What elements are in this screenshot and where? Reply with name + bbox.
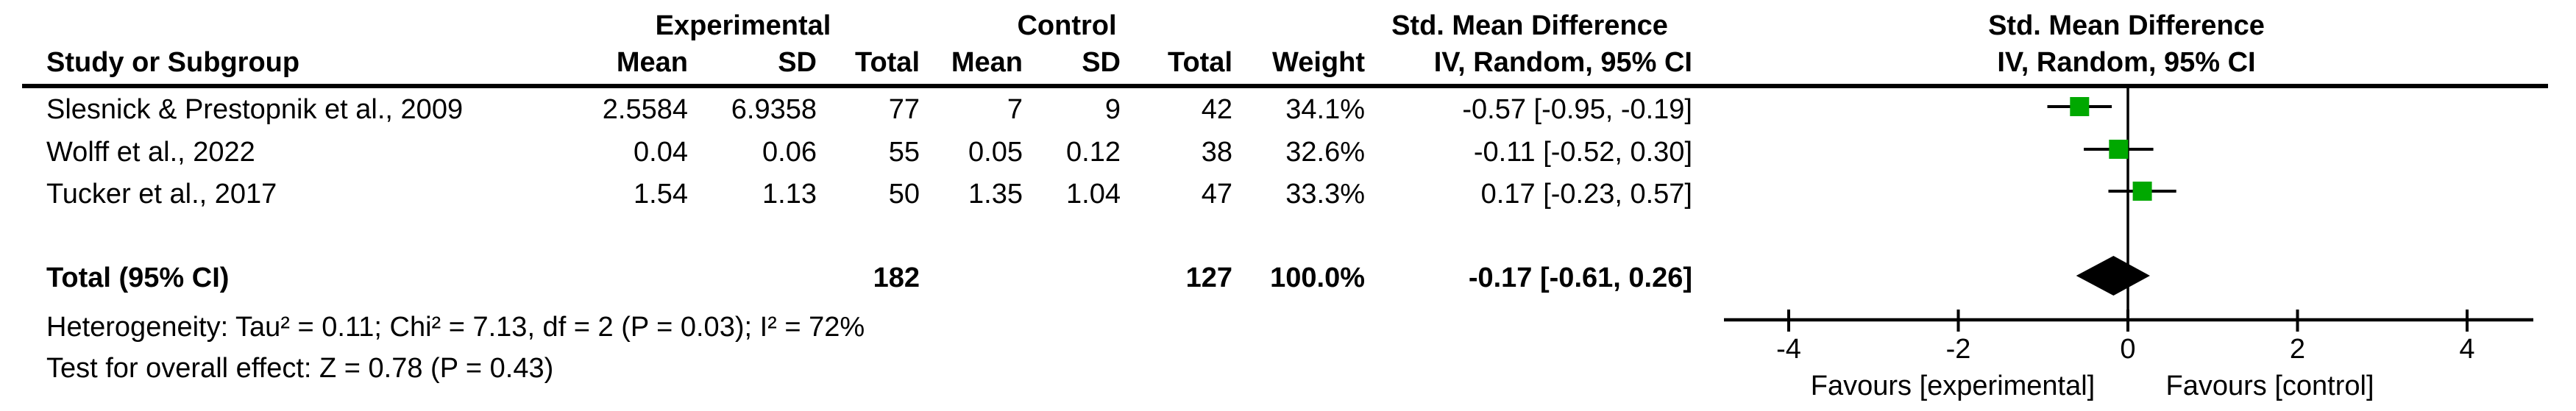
cell-ci: -0.11 [-0.52, 0.30] [1473,137,1692,168]
study-name: Tucker et al., 2017 [46,179,277,210]
cell-sd_c: 9 [1104,94,1121,125]
total-experimental-n: 182 [873,262,920,293]
study-marker-square [2070,97,2090,116]
cell-mean_c: 7 [1007,94,1023,125]
col-header-ci-plot: IV, Random, 95% CI [1997,47,2256,78]
study-name: Slesnick & Prestopnik et al., 2009 [46,94,464,125]
study-marker-square [2132,182,2152,201]
axis-tick-label: 4 [2459,334,2475,365]
total-control-n: 127 [1185,262,1232,293]
col-header-weight: Weight [1272,47,1365,78]
cell-sd_c: 1.04 [1066,179,1121,210]
col-header-mean-experimental: Mean [616,47,688,78]
favours-control-label: Favours [control] [2165,371,2374,401]
axis-tick-label: 2 [2289,334,2306,365]
col-header-mean-control: Mean [951,47,1023,78]
cell-total_c: 42 [1201,94,1232,125]
table-row: Wolff et al., 2022 0.04 0.06 55 0.05 0.12 38 32… [0,136,1700,168]
cell-sd_c: 0.12 [1066,137,1121,168]
total-label: Total (95% CI) [46,262,230,293]
cell-total_c: 38 [1201,137,1232,168]
cell-mean_e: 1.54 [634,179,688,210]
total-row: Total (95% CI) 182 127 100.0% -0.17 [-0.… [0,262,1700,294]
heterogeneity-stats: Heterogeneity: Tau² = 0.11; Chi² = 7.13,… [46,312,865,343]
total-weight: 100.0% [1270,262,1365,293]
study-marker-square [2109,140,2129,159]
favours-experimental-label: Favours [experimental] [1810,371,2096,401]
col-header-total-experimental: Total [855,47,920,78]
cell-total_e: 50 [888,179,920,210]
cell-total_c: 47 [1201,179,1232,210]
cell-ci: -0.57 [-0.95, -0.19] [1462,94,1692,125]
cell-total_e: 77 [888,94,920,125]
cell-total_e: 55 [888,137,920,168]
table-row: Slesnick & Prestopnik et al., 2009 2.5584… [0,93,1700,126]
group-header-smd-table: Std. Mean Difference [1391,10,1668,41]
col-header-sd-experimental: SD [778,47,817,78]
group-header-control: Control [1017,10,1117,41]
cell-mean_e: 2.5584 [602,94,688,125]
col-header-ci-table: IV, Random, 95% CI [1433,47,1692,78]
cell-ci: 0.17 [-0.23, 0.57] [1480,179,1692,210]
cell-weight: 32.6% [1285,137,1365,168]
cell-weight: 33.3% [1285,179,1365,210]
cell-mean_e: 0.04 [634,137,688,168]
cell-mean_c: 0.05 [968,137,1023,168]
col-header-total-control: Total [1168,47,1232,78]
axis-tick-label: -4 [1776,334,1801,365]
cell-sd_e: 6.9358 [731,94,817,125]
cell-mean_c: 1.35 [968,179,1023,210]
cell-weight: 34.1% [1285,94,1365,125]
col-header-sd-control: SD [1082,47,1121,78]
total-ci-value: -0.17 [-0.61, 0.26] [1468,262,1692,293]
cell-sd_e: 1.13 [762,179,817,210]
overall-effect-stats: Test for overall effect: Z = 0.78 (P = 0… [46,353,554,384]
axis-tick-label: 0 [2120,334,2136,365]
group-header-experimental: Experimental [655,10,831,41]
axis-tick-label: -2 [1945,334,1971,365]
col-header-study: Study or Subgroup [46,47,300,78]
group-header-smd-plot: Std. Mean Difference [1988,10,2265,41]
pooled-diamond [2076,256,2150,296]
cell-sd_e: 0.06 [762,137,817,168]
table-row: Tucker et al., 2017 1.54 1.13 50 1.35 1.04 47 3… [0,178,1700,210]
study-name: Wolff et al., 2022 [46,137,255,168]
